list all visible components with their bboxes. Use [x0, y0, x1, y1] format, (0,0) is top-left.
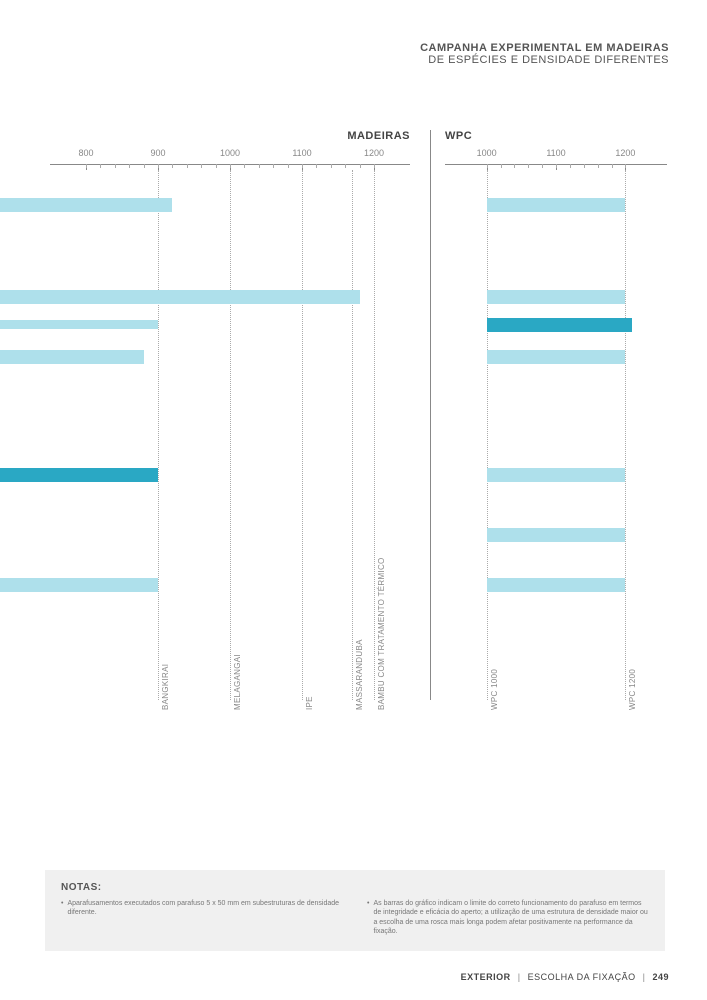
tick-label: 1200	[364, 148, 384, 158]
tick-minor	[187, 164, 188, 168]
tick-label: 1200	[615, 148, 635, 158]
notes-title: NOTAS:	[61, 882, 649, 893]
category-label: WPC 1200	[628, 669, 637, 710]
chart-area: MADEIRAS 800 900 1000 1100 1200 BANGKIRAI MELAG…	[0, 130, 707, 820]
tick-minor	[115, 164, 116, 168]
notes-box: NOTAS: Aparafusamentos executados com pa…	[45, 870, 665, 951]
data-bar	[0, 198, 172, 212]
tick-minor	[273, 164, 274, 168]
tick-minor	[100, 164, 101, 168]
tick-minor	[570, 164, 571, 168]
tick-minor	[542, 164, 543, 168]
gridline	[302, 170, 303, 700]
tick-minor	[625, 164, 626, 168]
data-bar	[0, 320, 158, 329]
gridline	[625, 170, 626, 700]
header-line2: DE ESPÉCIES E DENSIDADE DIFERENTES	[420, 54, 669, 66]
category-label: MELAGANGAI	[233, 654, 242, 710]
tick-label: 1000	[220, 148, 240, 158]
header-line1: CAMPANHA EXPERIMENTAL EM MADEIRAS	[420, 42, 669, 54]
tick-label: 1100	[292, 148, 311, 158]
section-label-left: MADEIRAS	[347, 130, 410, 142]
data-bar	[487, 290, 626, 304]
notes-text-2: As barras do gráfico indicam o limite do…	[373, 899, 649, 937]
gridline	[374, 170, 375, 700]
tick-minor	[144, 164, 145, 168]
page-footer: EXTERIOR | ESCOLHA DA FIXAÇÃO | 249	[461, 972, 669, 982]
tick-minor	[288, 164, 289, 168]
notes-columns: Aparafusamentos executados com parafuso …	[61, 899, 649, 937]
tick-minor	[331, 164, 332, 168]
tick-label: 1100	[546, 148, 565, 158]
tick-minor	[514, 164, 515, 168]
tick-label: 1000	[477, 148, 497, 158]
data-bar	[487, 468, 626, 482]
notes-col-1: Aparafusamentos executados com parafuso …	[61, 899, 343, 937]
footer-page: 249	[652, 972, 669, 982]
tick-minor	[345, 164, 346, 168]
notes-col-2: As barras do gráfico indicam o limite do…	[367, 899, 649, 937]
gridline	[487, 170, 488, 700]
category-label: BAMBU COM TRATAMENTO TÉRMICO	[377, 557, 386, 710]
tick-minor	[86, 164, 87, 168]
tick-minor	[598, 164, 599, 168]
data-bar	[0, 578, 158, 592]
tick-minor	[201, 164, 202, 168]
tick-minor	[316, 164, 317, 168]
tick-minor	[360, 164, 361, 168]
footer-section: ESCOLHA DA FIXAÇÃO	[528, 972, 636, 982]
data-bar	[487, 198, 626, 212]
gridline	[158, 170, 159, 700]
tick-minor	[374, 164, 375, 168]
gridline	[230, 170, 231, 700]
notes-text-1: Aparafusamentos executados com parafuso …	[67, 899, 343, 918]
data-bar	[487, 528, 626, 542]
category-label: BANGKIRAI	[161, 664, 170, 710]
tick-minor	[172, 164, 173, 168]
footer-sep2: |	[643, 972, 646, 982]
tick-minor	[302, 164, 303, 168]
tick-minor	[584, 164, 585, 168]
data-bar	[487, 350, 626, 364]
category-label: IPE	[305, 696, 314, 710]
data-bar	[0, 290, 360, 304]
category-label: MASSARANDUBA	[355, 639, 364, 710]
tick-minor	[158, 164, 159, 168]
tick-minor	[501, 164, 502, 168]
tick-minor	[259, 164, 260, 168]
section-label-right: WPC	[445, 130, 472, 142]
tick-minor	[244, 164, 245, 168]
data-bar	[0, 468, 158, 482]
tick-minor	[612, 164, 613, 168]
tick-label: 800	[78, 148, 93, 158]
tick-minor	[129, 164, 130, 168]
gridline	[352, 170, 353, 700]
data-bar	[487, 318, 633, 332]
tick-minor	[528, 164, 529, 168]
tick-minor	[216, 164, 217, 168]
data-bar	[487, 578, 626, 592]
footer-sep1: |	[518, 972, 521, 982]
tick-minor	[230, 164, 231, 168]
data-bar	[0, 350, 144, 364]
page-header: CAMPANHA EXPERIMENTAL EM MADEIRAS DE ESP…	[420, 42, 669, 66]
footer-category: EXTERIOR	[461, 972, 511, 982]
tick-minor	[487, 164, 488, 168]
tick-minor	[556, 164, 557, 168]
category-label: WPC 1000	[490, 669, 499, 710]
tick-label: 900	[150, 148, 165, 158]
panel-divider	[430, 130, 431, 700]
